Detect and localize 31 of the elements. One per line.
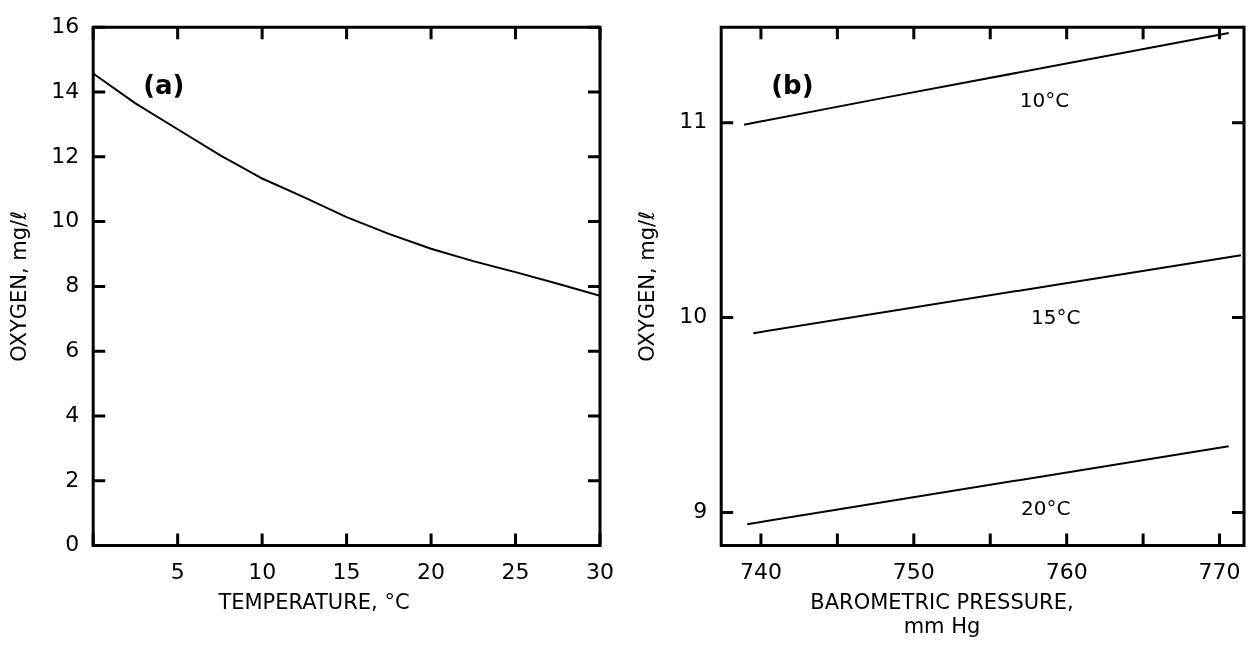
y-tick-label: 11: [679, 108, 708, 134]
x-tick-label: 750: [892, 558, 935, 584]
x-tick-label: 25: [501, 558, 530, 584]
y-tick-label: 12: [51, 142, 80, 168]
y-tick-label: 10: [51, 207, 80, 233]
y-tick-label: 0: [65, 531, 80, 557]
series-label: 15°C: [1030, 305, 1081, 330]
y-tick-label: 16: [51, 12, 80, 38]
x-tick-label: 10: [248, 558, 277, 584]
x-axis-title: TEMPERATURE, °C: [218, 590, 410, 614]
y-axis-title: OXYGEN, mg/ℓ: [7, 211, 32, 362]
x-tick-label: 740: [739, 558, 782, 584]
y-tick-label: 2: [65, 466, 80, 492]
x-tick-label: 5: [170, 558, 185, 584]
y-tick-label: 6: [65, 336, 80, 362]
y-tick-label: 9: [693, 498, 708, 524]
x-tick-label: 770: [1198, 558, 1241, 584]
y-tick-label: 4: [65, 401, 80, 427]
series-label: 20°C: [1021, 496, 1071, 521]
annotation: (a): [143, 69, 185, 100]
x-tick-label: 30: [586, 558, 614, 584]
y-tick-label: 14: [51, 77, 80, 103]
y-tick-label: 10: [679, 303, 708, 329]
series-label: 10°C: [1019, 88, 1070, 113]
x-tick-label: 15: [332, 558, 361, 584]
x-axis-title: BAROMETRIC PRESSURE, mm Hg: [809, 590, 1075, 638]
x-tick-label: 760: [1045, 558, 1088, 584]
y-axis-title: OXYGEN, mg/ℓ: [635, 211, 660, 362]
y-tick-label: 8: [65, 272, 80, 298]
annotation: (b): [771, 69, 814, 100]
x-tick-label: 20: [417, 558, 446, 584]
